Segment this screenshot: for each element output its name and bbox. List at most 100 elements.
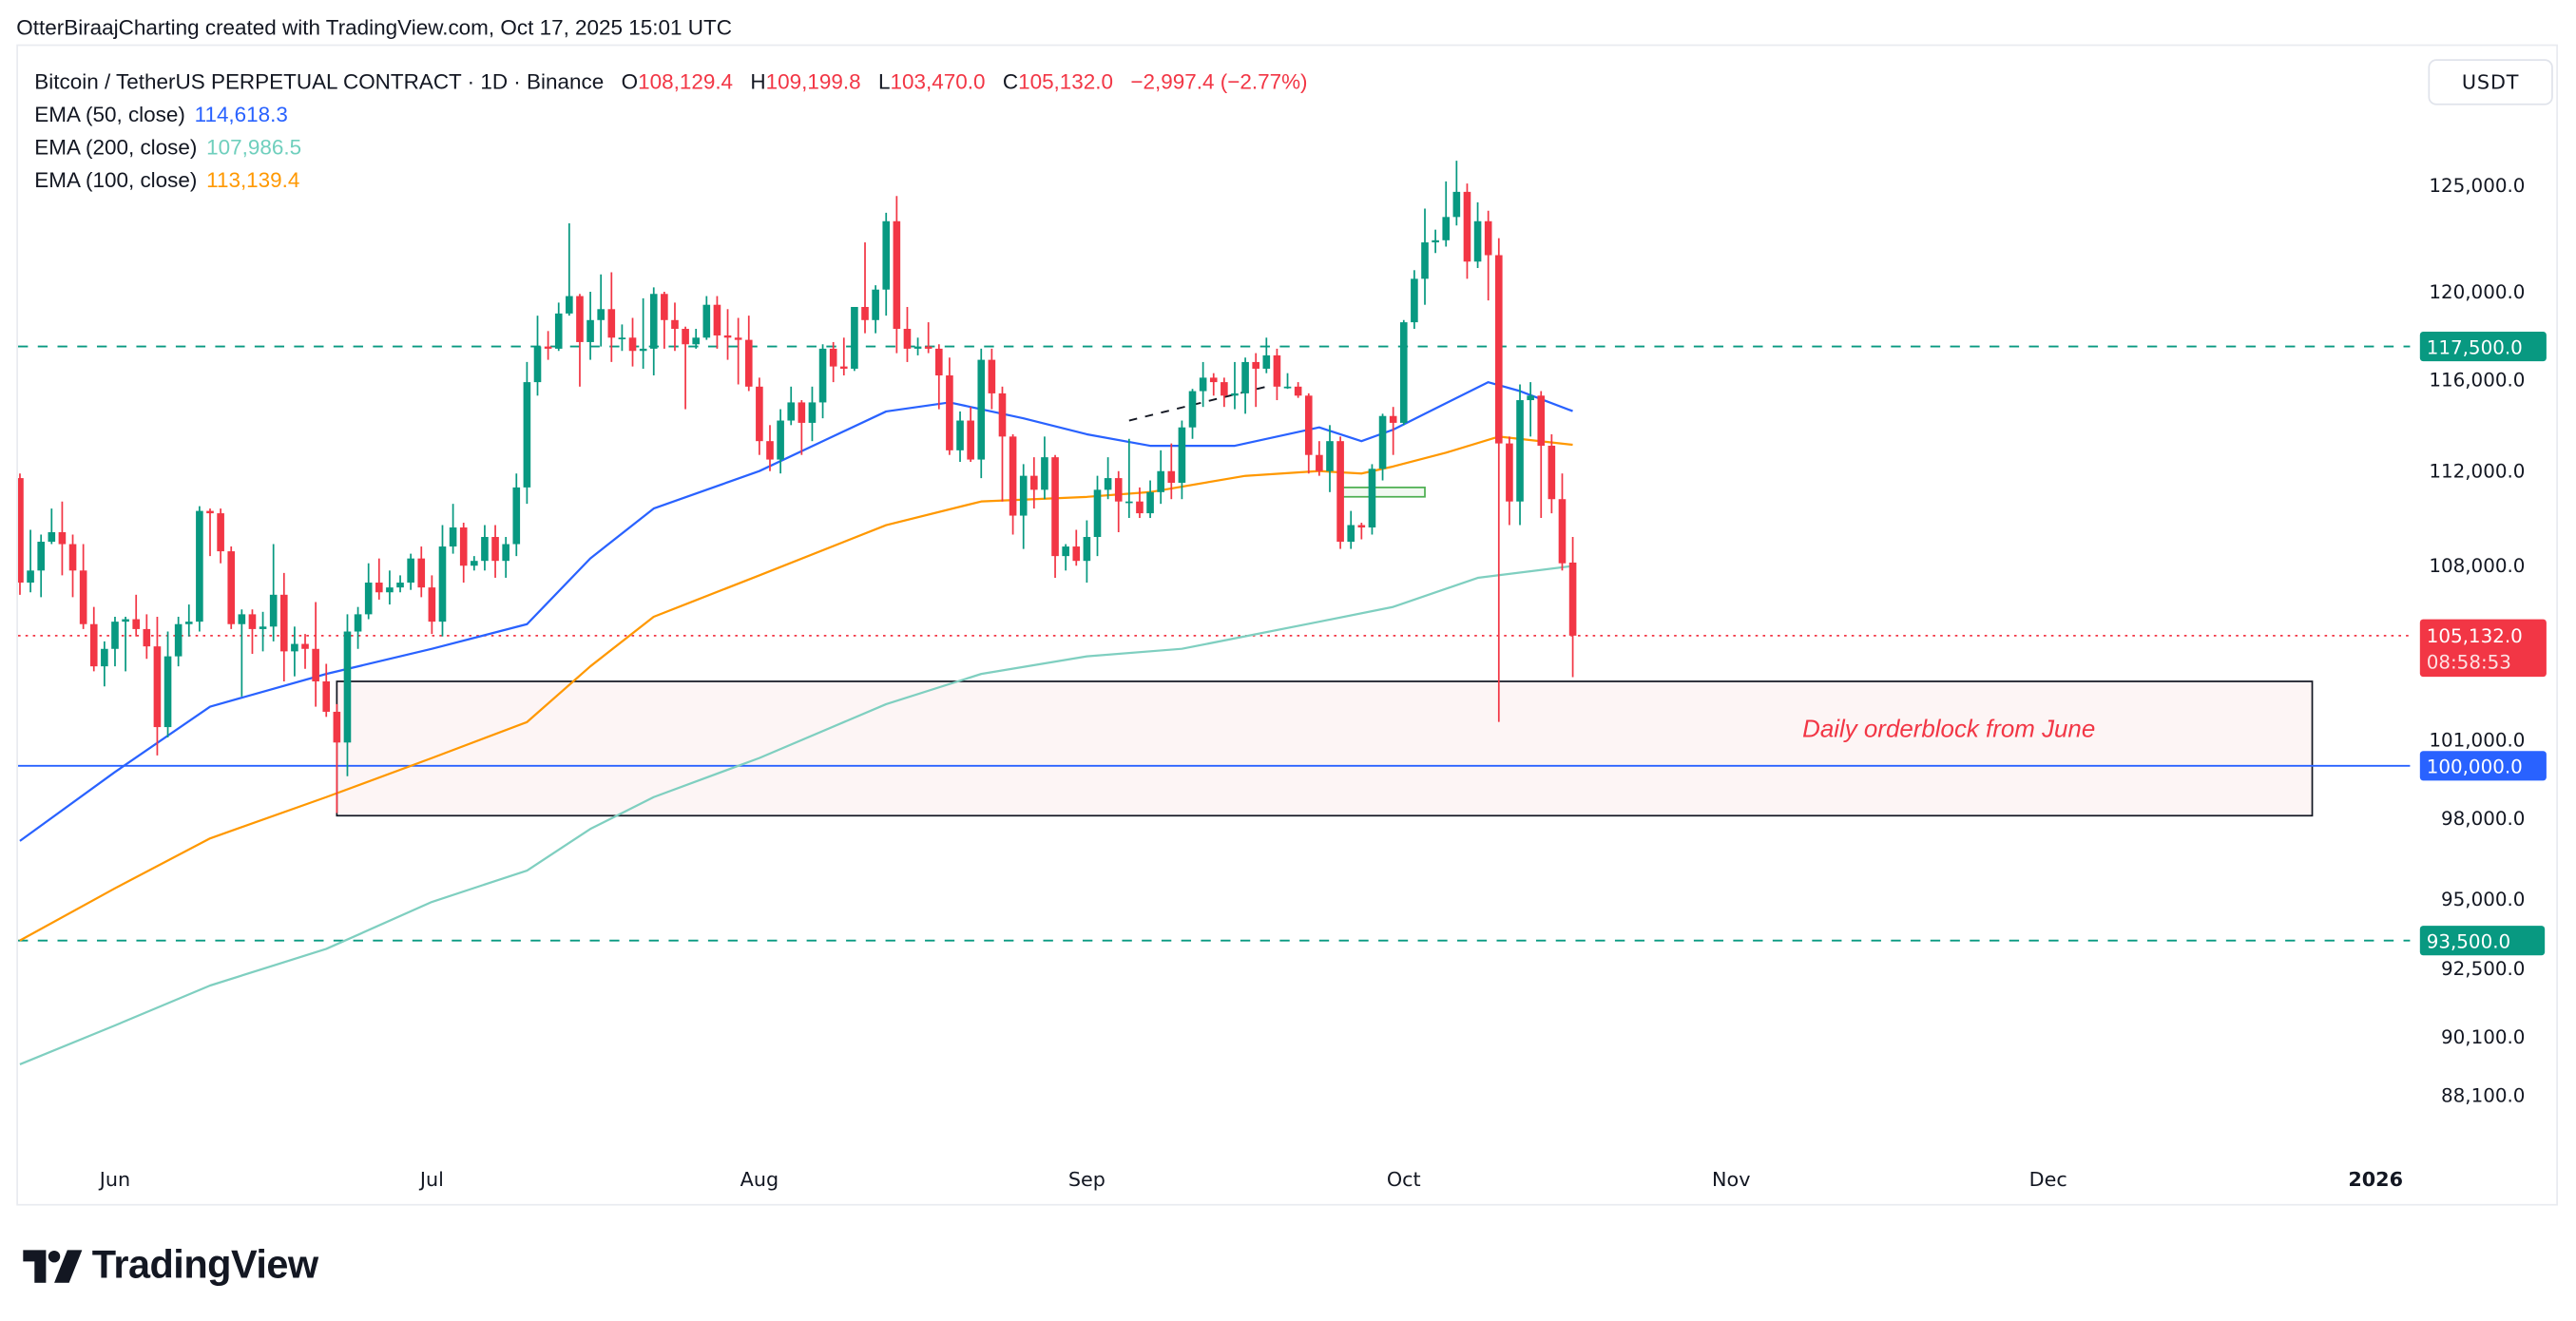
candle: [1527, 382, 1534, 437]
candle-body: [1506, 443, 1513, 502]
candle: [459, 523, 468, 584]
candle-body: [671, 319, 679, 330]
candle: [924, 322, 932, 354]
candle-body: [967, 420, 974, 460]
candle: [322, 663, 331, 718]
price-axis-tick: 95,000.0: [2441, 889, 2525, 910]
candle-body: [1548, 446, 1556, 500]
candle-body: [37, 542, 45, 571]
candle: [1030, 457, 1038, 509]
candle-body: [946, 375, 953, 450]
candle: [364, 563, 373, 620]
candle-body: [851, 306, 858, 369]
price-axis-tick: 120,000.0: [2429, 281, 2525, 303]
candle: [682, 326, 689, 410]
candle: [279, 572, 288, 681]
candle: [554, 302, 563, 352]
indicator-legend-ema200[interactable]: EMA (200, close) 107,986.5: [34, 131, 1307, 164]
candle-body: [1527, 395, 1534, 401]
tradingview-logo-icon: [23, 1250, 83, 1283]
candle-body: [122, 619, 129, 622]
candle: [967, 407, 974, 462]
symbol-legend-row: Bitcoin / TetherUS PERPETUAL CONTRACT · …: [34, 66, 1307, 99]
price-axis-tick: 125,000.0: [2429, 175, 2525, 197]
candle: [756, 377, 763, 455]
price-level-badge-label: 93,500.0: [2427, 930, 2510, 952]
price-level-badge-label: 117,500.0: [2427, 336, 2523, 358]
candle-body: [1178, 427, 1186, 483]
candle-body: [1209, 377, 1218, 383]
price-level-badge: [2419, 926, 2546, 956]
candle: [607, 272, 616, 362]
candle-body: [143, 628, 151, 647]
candle-body: [279, 594, 288, 652]
candle-body: [132, 619, 141, 629]
candle-body: [692, 337, 701, 345]
candle: [18, 473, 24, 595]
candle-body: [872, 289, 879, 320]
candle: [27, 529, 34, 593]
candle: [533, 316, 542, 396]
candle-body: [1399, 322, 1408, 423]
candle-body: [1167, 470, 1176, 483]
candle-body: [554, 313, 563, 349]
candle-body: [1368, 469, 1376, 528]
candle-body: [89, 623, 98, 667]
candle-body: [544, 346, 552, 349]
candle-body: [903, 329, 912, 349]
candle-body: [1494, 255, 1503, 444]
candle-body: [269, 594, 278, 627]
indicator-label: EMA (50, close): [34, 102, 185, 127]
time-axis-tick: Aug: [740, 1168, 779, 1191]
candle: [586, 291, 594, 360]
orderblock-box: [336, 680, 2314, 817]
candle: [1273, 348, 1281, 401]
candle: [1506, 436, 1513, 526]
tradingview-logo[interactable]: TradingView: [23, 1243, 318, 1289]
candle: [692, 329, 701, 349]
candle-body: [1231, 392, 1239, 396]
candle-body: [502, 544, 509, 562]
candle-body: [438, 546, 447, 622]
currency-button[interactable]: USDT: [2428, 59, 2553, 105]
candle: [1178, 420, 1186, 500]
candle-body: [1442, 217, 1451, 240]
candle: [1463, 183, 1471, 279]
candle: [1568, 537, 1577, 678]
candle-body: [312, 648, 319, 681]
candle: [111, 616, 119, 667]
time-axis-tick: Oct: [1387, 1168, 1421, 1191]
candle: [354, 606, 362, 649]
candle: [301, 634, 309, 669]
candle: [1114, 470, 1123, 533]
candle-body: [702, 304, 711, 338]
candle: [734, 317, 742, 385]
candle: [58, 501, 67, 576]
candle-body: [174, 623, 183, 657]
candle-body: [1188, 391, 1197, 428]
candle: [829, 341, 837, 383]
price-level-badge: [2419, 751, 2547, 781]
symbol-title[interactable]: Bitcoin / TetherUS PERPETUAL CONTRACT · …: [34, 68, 605, 94]
candle-body: [1146, 491, 1154, 514]
candle-body: [766, 441, 774, 460]
candle-body: [682, 329, 689, 345]
price-axis-tick: 116,000.0: [2429, 370, 2525, 392]
indicator-legend-ema50[interactable]: EMA (50, close) 114,618.3: [34, 99, 1307, 132]
candle-body: [523, 382, 531, 488]
candle-body: [1389, 415, 1397, 423]
chart-frame: [16, 44, 2558, 1206]
candle: [417, 546, 426, 598]
candle-body: [935, 348, 943, 376]
candle-body: [1326, 441, 1334, 471]
candle-body: [576, 296, 584, 342]
candle: [153, 616, 162, 756]
candle-body: [1262, 354, 1271, 369]
candle-body: [998, 392, 1007, 437]
indicator-legend-ema100[interactable]: EMA (100, close) 113,139.4: [34, 164, 1307, 198]
candle-body: [238, 614, 246, 624]
candle: [851, 306, 858, 372]
candle-body: [977, 359, 986, 460]
candle: [649, 287, 658, 376]
